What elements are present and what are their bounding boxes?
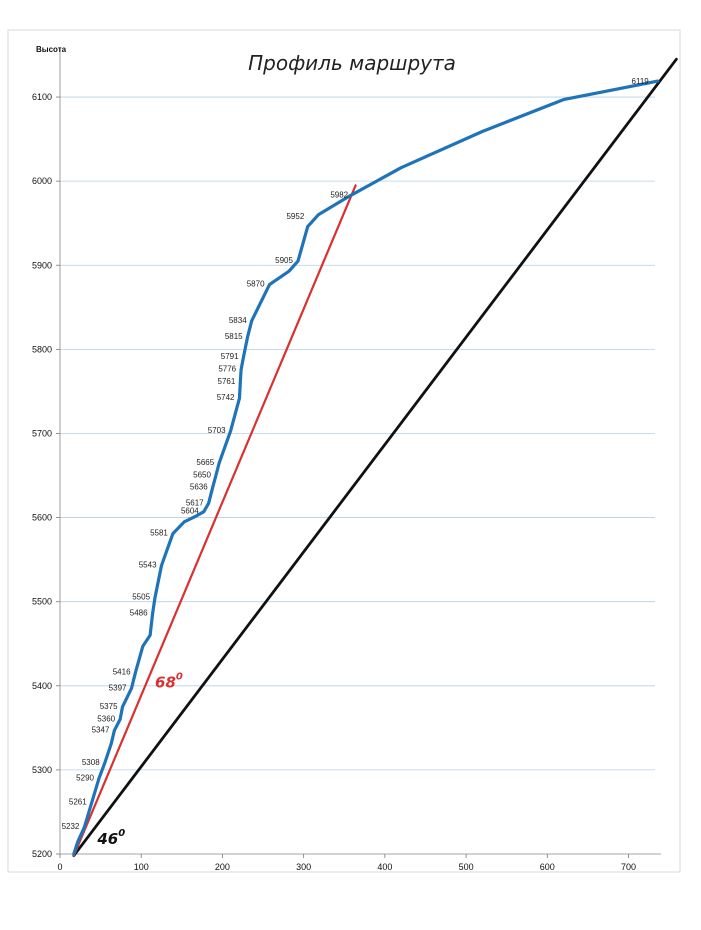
elevation-point-label: 5703 <box>208 426 226 435</box>
grid-layer <box>60 96 655 771</box>
x-tick-label: 100 <box>134 862 149 872</box>
x-tick-label: 300 <box>296 862 311 872</box>
elevation-point-label: 5261 <box>69 798 87 807</box>
elevation-point-label: 5742 <box>217 393 235 402</box>
elevation-point-label: 5486 <box>130 608 148 617</box>
elevation-point-label: 5397 <box>109 683 127 692</box>
angle-annotation-68: 680 <box>155 671 183 691</box>
elevation-point-label: 5543 <box>139 561 157 570</box>
elevation-point-label: 5982 <box>330 190 348 199</box>
elevation-point-label: 5834 <box>229 316 247 325</box>
elevation-point-label: 5776 <box>218 365 236 374</box>
elevation-point-label: 5375 <box>100 702 118 711</box>
elevation-point-label: 5505 <box>132 592 150 601</box>
y-tick-label: 5700 <box>32 428 52 438</box>
elevation-point-label: 5870 <box>247 280 265 289</box>
x-tick-label: 0 <box>57 862 62 872</box>
y-tick-label: 5600 <box>32 513 52 523</box>
elevation-point-label: 5791 <box>221 352 239 361</box>
chart-title: Профиль маршрута <box>248 51 456 75</box>
elevation-point-label: 5290 <box>76 773 94 782</box>
y-tick-label: 5300 <box>32 765 52 775</box>
elevation-point-label: 5952 <box>286 212 304 221</box>
slope-68-line <box>72 184 357 857</box>
elevation-point-label: 5815 <box>225 332 243 341</box>
elevation-point-label: 5347 <box>92 725 110 734</box>
elevation-point-label: 5665 <box>196 458 214 467</box>
elevation-point-label: 5905 <box>275 256 293 265</box>
y-tick-label: 5900 <box>32 260 52 270</box>
elevation-point-label: 6119 <box>632 77 650 86</box>
x-tick-label: 200 <box>215 862 230 872</box>
elevation-point-label: 5308 <box>82 758 100 767</box>
elevation-point-label: 5360 <box>97 714 115 723</box>
elevation-point-label: 5617 <box>186 498 204 507</box>
y-tick-label: 5400 <box>32 681 52 691</box>
elevation-point-label: 5761 <box>218 377 236 386</box>
series-layer <box>72 57 678 858</box>
y-axis-label: Высота <box>36 45 67 54</box>
elevation-point-label: 5416 <box>113 667 131 676</box>
y-tick-label: 6000 <box>32 176 52 186</box>
chart-border <box>7 29 681 873</box>
elevation-profile-line <box>72 79 660 856</box>
x-tick-label: 400 <box>377 862 392 872</box>
elevation-point-label: 5650 <box>193 471 211 480</box>
elevation-point-label: 5232 <box>62 822 80 831</box>
x-tick-label: 500 <box>459 862 474 872</box>
x-tick-label: 700 <box>621 862 636 872</box>
y-tick-label: 5200 <box>32 849 52 859</box>
angle-annotation-46: 460 <box>96 828 125 848</box>
elevation-point-label: 5636 <box>190 482 208 491</box>
y-tick-label: 5800 <box>32 344 52 354</box>
y-tick-label: 6100 <box>32 92 52 102</box>
label-layer: 5232 5261 5290 5308 5347 5360 5375 5397 5416 5486… <box>62 77 650 848</box>
x-tick-label: 600 <box>540 862 555 872</box>
elevation-point-label: 5581 <box>150 529 168 538</box>
axis-layer: 5200530054005500560057005800590060006100… <box>32 47 661 872</box>
elevation-point-label: 5604 <box>181 507 199 516</box>
slope-46-line <box>72 57 678 858</box>
y-tick-label: 5500 <box>32 597 52 607</box>
